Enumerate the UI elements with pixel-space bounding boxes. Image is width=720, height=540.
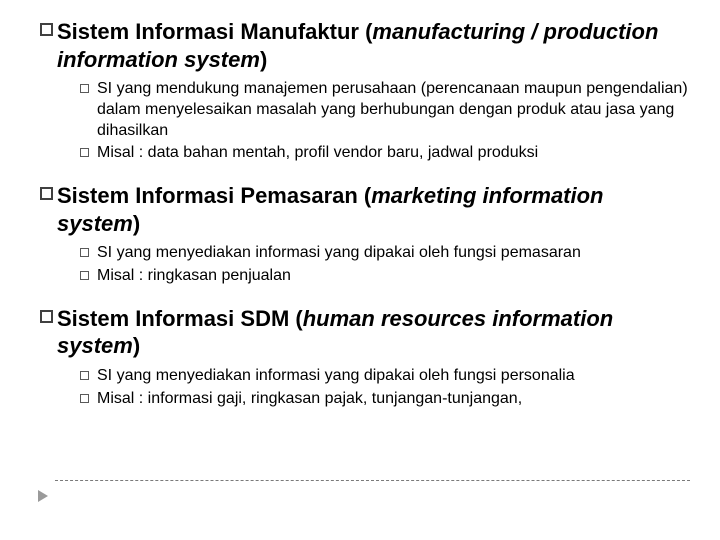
bullet-square-icon xyxy=(40,23,53,36)
bullet-square-icon xyxy=(40,187,53,200)
item-text: Misal : ringkasan penjualan xyxy=(97,266,291,287)
list-item: Misal : data bahan mentah, profil vendor… xyxy=(80,143,690,164)
small-square-icon xyxy=(80,84,89,93)
bullet-square-icon xyxy=(40,310,53,323)
section-manufacturing: Sistem Informasi Manufaktur (manufacturi… xyxy=(40,18,690,164)
item-text: SI yang mendukung manajemen perusahaan (… xyxy=(97,79,690,141)
item-text: Misal : informasi gaji, ringkasan pajak,… xyxy=(97,389,522,410)
dashed-line xyxy=(55,480,690,481)
heading-hr: Sistem Informasi SDM (human resources in… xyxy=(40,305,690,360)
arrow-marker-icon xyxy=(38,490,48,502)
heading-marketing: Sistem Informasi Pemasaran (marketing in… xyxy=(40,182,690,237)
heading-text: Sistem Informasi Pemasaran (marketing in… xyxy=(57,182,690,237)
list-item: SI yang menyediakan informasi yang dipak… xyxy=(80,366,690,387)
small-square-icon xyxy=(80,371,89,380)
heading-bold: Sistem Informasi Manufaktur ( xyxy=(57,19,372,44)
heading-close: ) xyxy=(133,333,140,358)
heading-manufacturing: Sistem Informasi Manufaktur (manufacturi… xyxy=(40,18,690,73)
item-text: SI yang menyediakan informasi yang dipak… xyxy=(97,243,581,264)
small-square-icon xyxy=(80,394,89,403)
sublist: SI yang menyediakan informasi yang dipak… xyxy=(80,243,690,287)
item-text: Misal : data bahan mentah, profil vendor… xyxy=(97,143,538,164)
list-item: SI yang mendukung manajemen perusahaan (… xyxy=(80,79,690,141)
heading-close: ) xyxy=(133,211,140,236)
heading-bold: Sistem Informasi Pemasaran ( xyxy=(57,183,371,208)
small-square-icon xyxy=(80,148,89,157)
list-item: Misal : ringkasan penjualan xyxy=(80,266,690,287)
section-hr: Sistem Informasi SDM (human resources in… xyxy=(40,305,690,410)
item-text: SI yang menyediakan informasi yang dipak… xyxy=(97,366,575,387)
list-item: SI yang menyediakan informasi yang dipak… xyxy=(80,243,690,264)
list-item: Misal : informasi gaji, ringkasan pajak,… xyxy=(80,389,690,410)
section-marketing: Sistem Informasi Pemasaran (marketing in… xyxy=(40,182,690,287)
sublist: SI yang menyediakan informasi yang dipak… xyxy=(80,366,690,410)
sublist: SI yang mendukung manajemen perusahaan (… xyxy=(80,79,690,164)
heading-bold: Sistem Informasi SDM ( xyxy=(57,306,303,331)
heading-text: Sistem Informasi Manufaktur (manufacturi… xyxy=(57,18,690,73)
small-square-icon xyxy=(80,248,89,257)
small-square-icon xyxy=(80,271,89,280)
heading-text: Sistem Informasi SDM (human resources in… xyxy=(57,305,690,360)
heading-close: ) xyxy=(260,47,267,72)
